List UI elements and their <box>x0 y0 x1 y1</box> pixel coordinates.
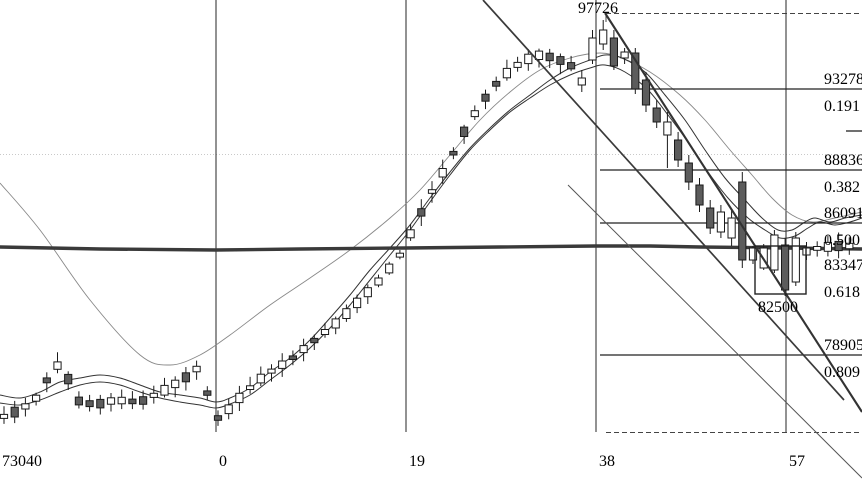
svg-text:82500: 82500 <box>758 299 798 316</box>
svg-text:0.809: 0.809 <box>824 364 860 381</box>
svg-text:19: 19 <box>409 453 425 470</box>
svg-text:73040: 73040 <box>2 453 42 470</box>
svg-text:78905: 78905 <box>824 337 862 354</box>
svg-text:0.618: 0.618 <box>824 284 860 301</box>
svg-text:0.500: 0.500 <box>824 232 860 249</box>
svg-text:0.382: 0.382 <box>824 179 860 196</box>
svg-text:83347: 83347 <box>824 257 862 274</box>
svg-text:97726: 97726 <box>578 0 618 17</box>
svg-text:88836: 88836 <box>824 152 862 169</box>
svg-text:38: 38 <box>599 453 615 470</box>
svg-text:93278: 93278 <box>824 71 862 88</box>
svg-text:57: 57 <box>789 453 805 470</box>
svg-text:0.191: 0.191 <box>824 98 860 115</box>
svg-text:86091: 86091 <box>824 205 862 222</box>
svg-text:0: 0 <box>219 453 227 470</box>
